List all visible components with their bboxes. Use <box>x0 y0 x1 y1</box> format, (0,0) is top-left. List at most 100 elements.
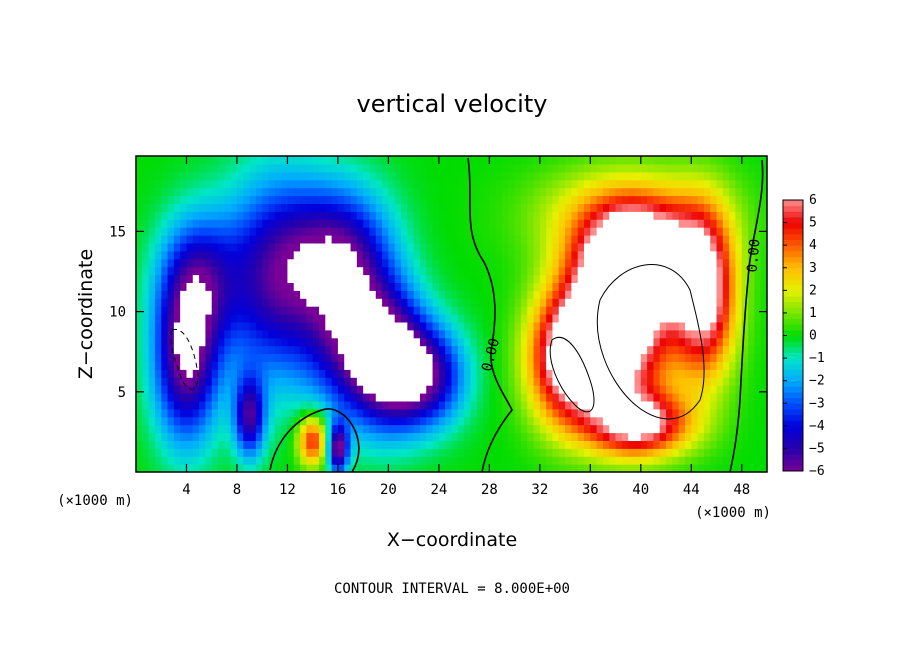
heatmap-cell <box>445 432 453 441</box>
heatmap-cell <box>508 242 516 252</box>
heatmap-cell <box>722 306 730 315</box>
heatmap-cell <box>199 187 207 197</box>
heatmap-cell <box>173 337 181 347</box>
heatmap-cell <box>401 290 408 299</box>
heatmap-cell <box>539 464 547 472</box>
heatmap-cell <box>287 219 295 228</box>
heatmap-cell <box>640 408 648 418</box>
heatmap-cell <box>224 345 232 355</box>
heatmap-cell <box>394 377 402 386</box>
heatmap-cell <box>672 385 680 394</box>
heatmap-cell <box>249 219 257 228</box>
heatmap-cell <box>306 195 314 204</box>
heatmap-cell <box>520 416 528 426</box>
heatmap-cell <box>274 258 282 268</box>
heatmap-cell <box>520 203 528 212</box>
heatmap-cell <box>407 266 415 276</box>
heatmap-cell <box>508 345 516 355</box>
colorbar-segment <box>783 301 803 308</box>
heatmap-cell <box>318 385 326 394</box>
heatmap-cell <box>375 298 383 307</box>
heatmap-cell <box>760 258 767 268</box>
heatmap-cell <box>274 385 282 394</box>
heatmap-cell <box>236 250 244 260</box>
colorbar-label: 5 <box>809 216 817 231</box>
heatmap-cell <box>249 203 257 212</box>
heatmap-cell <box>205 345 213 355</box>
heatmap-cell <box>558 321 566 331</box>
heatmap-cell <box>262 258 270 268</box>
heatmap-cell <box>142 456 150 465</box>
heatmap-cell <box>388 329 396 339</box>
heatmap-cell <box>602 219 610 228</box>
heatmap-cell <box>337 156 345 165</box>
heatmap-cell <box>148 219 156 228</box>
heatmap-cell <box>710 242 718 252</box>
heatmap-cell <box>375 290 383 299</box>
heatmap-cell <box>154 306 162 315</box>
heatmap-cell <box>388 266 396 276</box>
heatmap-cell <box>161 195 169 204</box>
z-unit-label: (×1000 m) <box>57 493 133 509</box>
heatmap-cell <box>173 242 181 252</box>
heatmap-cell <box>489 250 497 260</box>
heatmap-cell <box>161 187 169 197</box>
colorbar-segment <box>783 425 803 432</box>
heatmap-cell <box>136 187 143 197</box>
heatmap-cell <box>501 321 509 331</box>
heatmap-cell <box>470 424 478 434</box>
heatmap-cell <box>350 179 358 189</box>
heatmap-cell <box>211 179 219 189</box>
heatmap-cell <box>558 227 566 236</box>
heatmap-cell <box>628 171 636 181</box>
heatmap-cell <box>173 250 181 260</box>
heatmap-cell <box>255 377 263 386</box>
heatmap-cell <box>142 179 150 189</box>
heatmap-cell <box>527 456 535 465</box>
heatmap-cell <box>501 424 509 434</box>
heatmap-cell <box>363 163 371 173</box>
colorbar-label: −3 <box>809 396 825 411</box>
heatmap-cell <box>666 258 673 268</box>
heatmap-cell <box>470 353 478 362</box>
heatmap-cell <box>167 448 175 457</box>
heatmap-cell <box>356 258 364 268</box>
heatmap-cell <box>154 250 162 260</box>
heatmap-cell <box>451 274 459 283</box>
heatmap-cell <box>369 258 377 268</box>
heatmap-cell <box>666 337 673 347</box>
heatmap-cell <box>419 242 427 252</box>
heatmap-cell <box>666 242 673 252</box>
heatmap-cell <box>224 282 232 291</box>
heatmap-cell <box>136 171 143 181</box>
heatmap-cell <box>666 400 673 410</box>
heatmap-cell <box>211 258 219 268</box>
heatmap-cell <box>167 416 175 426</box>
heatmap-cell <box>703 361 711 370</box>
heatmap-cell <box>293 377 301 386</box>
heatmap-cell <box>609 258 617 268</box>
heatmap-cell <box>527 171 535 181</box>
heatmap-cell <box>293 400 301 410</box>
heatmap-cell <box>653 321 661 331</box>
heatmap-cell <box>306 440 314 449</box>
heatmap-cell <box>331 235 339 244</box>
heatmap-cell <box>318 187 326 197</box>
heatmap-cell <box>596 314 604 323</box>
heatmap-cell <box>754 448 762 457</box>
heatmap-cell <box>697 400 705 410</box>
heatmap-cell <box>508 377 516 386</box>
heatmap-cell <box>331 424 339 434</box>
heatmap-cell <box>464 235 472 244</box>
heatmap-cell <box>344 464 352 472</box>
colorbar-segment <box>783 290 803 297</box>
heatmap-cell <box>666 369 673 378</box>
heatmap-cell <box>426 242 434 252</box>
heatmap-cell <box>249 361 257 370</box>
heatmap-cell <box>350 258 358 268</box>
heatmap-cell <box>754 424 762 434</box>
heatmap-cell <box>565 377 572 386</box>
heatmap-cell <box>180 337 188 347</box>
heatmap-cell <box>350 416 358 426</box>
heatmap-cell <box>148 393 156 402</box>
